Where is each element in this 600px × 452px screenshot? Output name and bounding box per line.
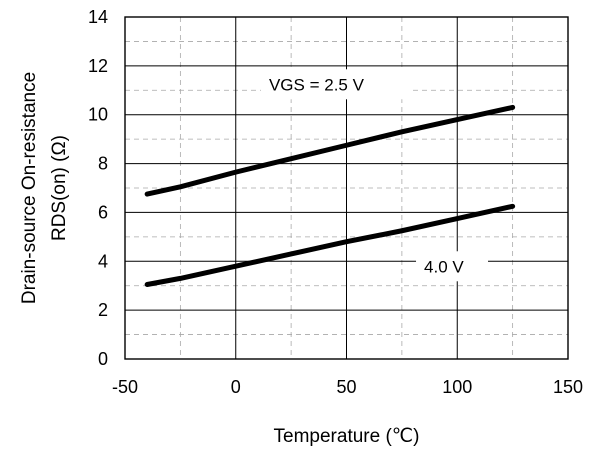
y-tick-label: 0 [98, 349, 108, 369]
y-tick-label: 8 [98, 154, 108, 174]
x-tick-label: -50 [112, 377, 138, 397]
y-axis-title-line-2: RDS(on) (Ω) [49, 135, 70, 241]
y-tick-label: 12 [88, 56, 108, 76]
y-axis-title-line-1: Drain-source On-resistance [19, 72, 40, 304]
y-axis-ticks: 0 2 4 6 8 10 12 14 [88, 7, 108, 369]
y-tick-label: 10 [88, 105, 108, 125]
annotations: VGS = 2.5 V 4.0 V [260, 69, 489, 282]
x-tick-label: 50 [336, 377, 356, 397]
y-axis-title: Drain-source On-resistance RDS(on) (Ω) [19, 72, 70, 304]
y-tick-label: 6 [98, 202, 108, 222]
annotation-background [260, 69, 412, 100]
x-tick-label: 100 [442, 377, 472, 397]
annotation-vgs-4-0v: 4.0 V [424, 257, 464, 276]
plot-frame [124, 16, 569, 360]
x-axis-title: Temperature (℃) [274, 426, 420, 447]
y-tick-label: 14 [88, 7, 108, 27]
annotation-background [416, 251, 489, 282]
x-tick-label: 150 [553, 377, 583, 397]
x-tick-label: 0 [231, 377, 241, 397]
plot-area [124, 16, 569, 360]
x-axis-ticks: -50 0 50 100 150 [112, 377, 583, 397]
series-line-vgs-4-0v [144, 203, 516, 287]
y-tick-label: 4 [98, 251, 108, 271]
series-line-vgs-2-5v [144, 104, 516, 197]
y-tick-label: 2 [98, 300, 108, 320]
series-layer [144, 104, 516, 287]
major-gridlines [125, 17, 568, 359]
annotation-vgs-2-5v: VGS = 2.5 V [269, 75, 365, 94]
